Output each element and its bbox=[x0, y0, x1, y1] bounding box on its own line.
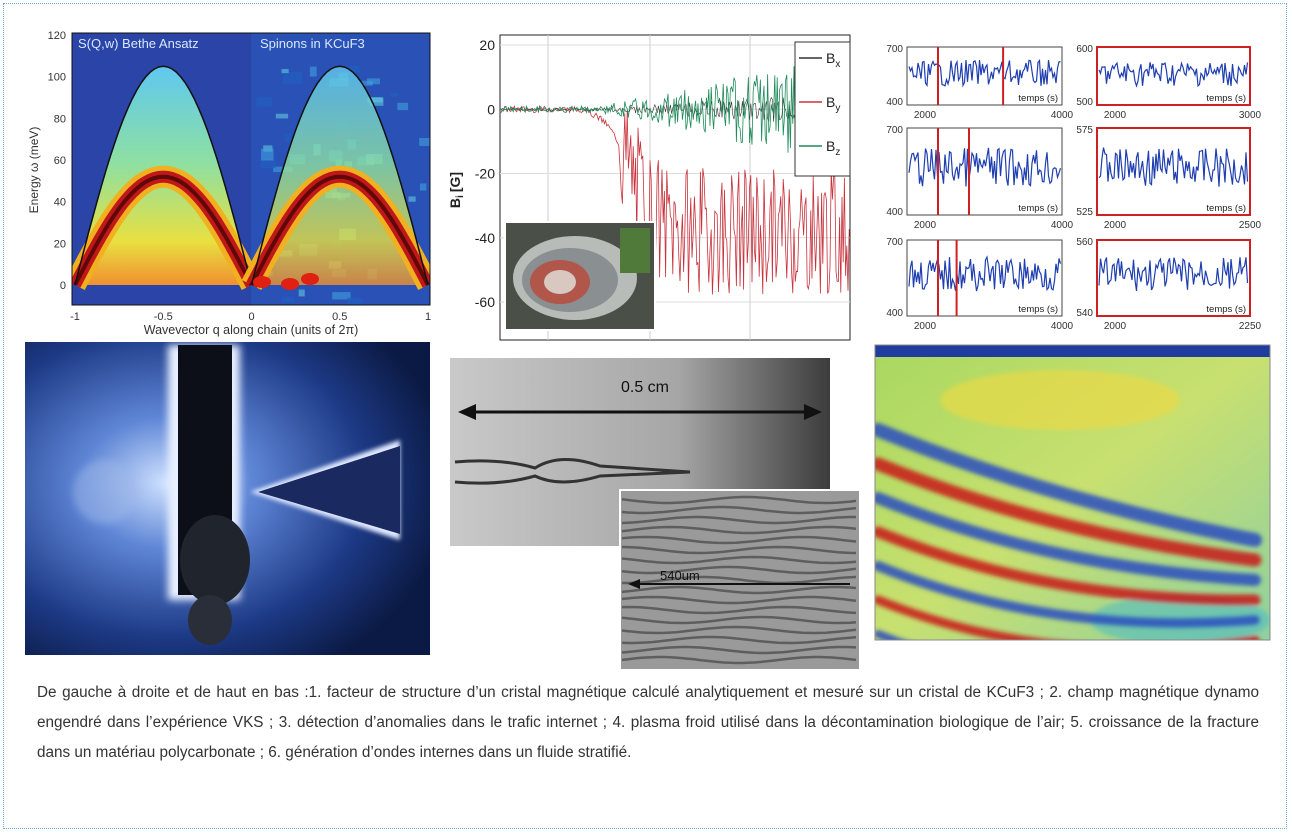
y-axis-label-unit: [G] bbox=[447, 172, 463, 192]
x-tick-label: 4000 bbox=[1051, 321, 1074, 332]
y-tick-label: 525 bbox=[1076, 207, 1093, 218]
noise bbox=[282, 297, 294, 303]
x-axis-label: temps (s) bbox=[1206, 203, 1246, 214]
x-tick-label: 2000 bbox=[1104, 321, 1127, 332]
y-axis-label: Energy ω (meV) bbox=[27, 127, 41, 214]
noise bbox=[283, 72, 302, 84]
patch bbox=[940, 370, 1180, 430]
legend-box bbox=[795, 42, 850, 176]
legend-label-main: B bbox=[826, 94, 835, 110]
x-tick-label: 2250 bbox=[1239, 321, 1262, 332]
noise bbox=[256, 97, 272, 107]
y-tick-label: -60 bbox=[475, 294, 495, 310]
y-tick-label: 400 bbox=[886, 308, 903, 319]
x-tick-label: 2000 bbox=[914, 220, 937, 231]
legend-label-sub: z bbox=[835, 147, 840, 158]
y-tick-label: 40 bbox=[54, 197, 66, 209]
x-tick-label: -1 bbox=[70, 311, 80, 323]
noise bbox=[397, 103, 408, 110]
structure-factor-panel: S(Q,w) Bethe Ansatz Spinons in KCuF3 Ene… bbox=[27, 33, 431, 337]
y-tick-label: 0 bbox=[60, 280, 66, 292]
noise bbox=[285, 133, 291, 142]
y-tick-label: 400 bbox=[886, 97, 903, 108]
y-axis-label-sub: i bbox=[455, 195, 466, 198]
y-tick-label: 60 bbox=[54, 155, 66, 167]
y-tick-label: -40 bbox=[475, 230, 495, 246]
figure: S(Q,w) Bethe Ansatz Spinons in KCuF3 Ene… bbox=[0, 0, 1292, 680]
x-axis-label: temps (s) bbox=[1018, 203, 1058, 214]
panel-title: S(Q,w) Bethe Ansatz bbox=[78, 36, 199, 51]
y-tick-label: 120 bbox=[48, 30, 66, 42]
legend-label-sub: y bbox=[835, 103, 840, 114]
x-tick-label: 2000 bbox=[1104, 220, 1127, 231]
hotspot bbox=[301, 273, 319, 285]
x-tick-label: 1 bbox=[425, 311, 431, 323]
scale-label: 540um bbox=[660, 568, 700, 583]
y-axis-label-main: B bbox=[447, 198, 463, 208]
panel-title: Spinons in KCuF3 bbox=[260, 36, 365, 51]
x-tick-label: -0.5 bbox=[154, 311, 173, 323]
legend-label-main: B bbox=[826, 50, 835, 66]
page: S(Q,w) Bethe Ansatz Spinons in KCuF3 Ene… bbox=[0, 0, 1292, 834]
plasma-photo bbox=[25, 342, 430, 655]
noise bbox=[299, 290, 305, 297]
y-tick-label: 100 bbox=[48, 72, 66, 84]
x-axis-label: Wavevector q along chain (units of 2π) bbox=[144, 323, 359, 337]
y-tick-label: 700 bbox=[886, 125, 903, 136]
x-tick-label: 2500 bbox=[1239, 220, 1262, 231]
legend-label-main: B bbox=[826, 138, 835, 154]
x-tick-label: 0.5 bbox=[332, 311, 347, 323]
y-tick-label: 540 bbox=[1076, 308, 1093, 319]
y-tick-label: 400 bbox=[886, 207, 903, 218]
noise bbox=[408, 196, 415, 201]
x-axis-label: temps (s) bbox=[1018, 304, 1058, 315]
traffic-panel: 700 400 2000 4000 temps (s) 600 500 2000 3000 tem… bbox=[886, 44, 1261, 332]
x-tick-label: 0 bbox=[248, 311, 254, 323]
y-tick-label: -20 bbox=[475, 166, 495, 182]
noise bbox=[276, 114, 288, 119]
figure-caption: De gauche à droite et de haut en bas :1.… bbox=[37, 678, 1259, 768]
y-tick-label: 575 bbox=[1076, 125, 1093, 136]
y-tick-label: 600 bbox=[1076, 44, 1093, 55]
y-tick-label: 0 bbox=[487, 101, 495, 117]
y-tick-label: 20 bbox=[479, 37, 495, 53]
internal-waves-image bbox=[875, 345, 1270, 677]
x-axis-label: temps (s) bbox=[1018, 93, 1058, 104]
noise bbox=[390, 93, 398, 97]
y-tick-label: 560 bbox=[1076, 237, 1093, 248]
noise bbox=[347, 298, 362, 309]
x-tick-label: 4000 bbox=[1051, 220, 1074, 231]
x-tick-label: 4000 bbox=[1051, 110, 1074, 121]
x-tick-label: 2000 bbox=[914, 110, 937, 121]
x-axis-label: temps (s) bbox=[1206, 304, 1246, 315]
hotspot bbox=[281, 278, 299, 290]
noise bbox=[310, 67, 317, 77]
legend-label-sub: x bbox=[835, 59, 840, 70]
scale-label: 0.5 cm bbox=[621, 379, 669, 396]
hotspot bbox=[253, 276, 271, 288]
fracture-photo: 0.5 cm 540um bbox=[450, 358, 860, 670]
x-axis-label: temps (s) bbox=[1206, 93, 1246, 104]
noise bbox=[420, 183, 426, 190]
y-tick-label: 80 bbox=[54, 113, 66, 125]
noise bbox=[419, 138, 431, 146]
x-tick-label: 3000 bbox=[1239, 110, 1262, 121]
noise bbox=[261, 149, 274, 161]
noise bbox=[282, 69, 289, 73]
x-tick-label: 2000 bbox=[914, 321, 937, 332]
y-tick-label: 700 bbox=[886, 44, 903, 55]
y-axis-label: Bi [G] bbox=[447, 172, 466, 208]
y-tick-label: 500 bbox=[1076, 97, 1093, 108]
vks-photo bbox=[505, 222, 655, 330]
x-tick-label: 2000 bbox=[1104, 110, 1127, 121]
y-tick-label: 700 bbox=[886, 237, 903, 248]
y-tick-label: 20 bbox=[54, 238, 66, 250]
